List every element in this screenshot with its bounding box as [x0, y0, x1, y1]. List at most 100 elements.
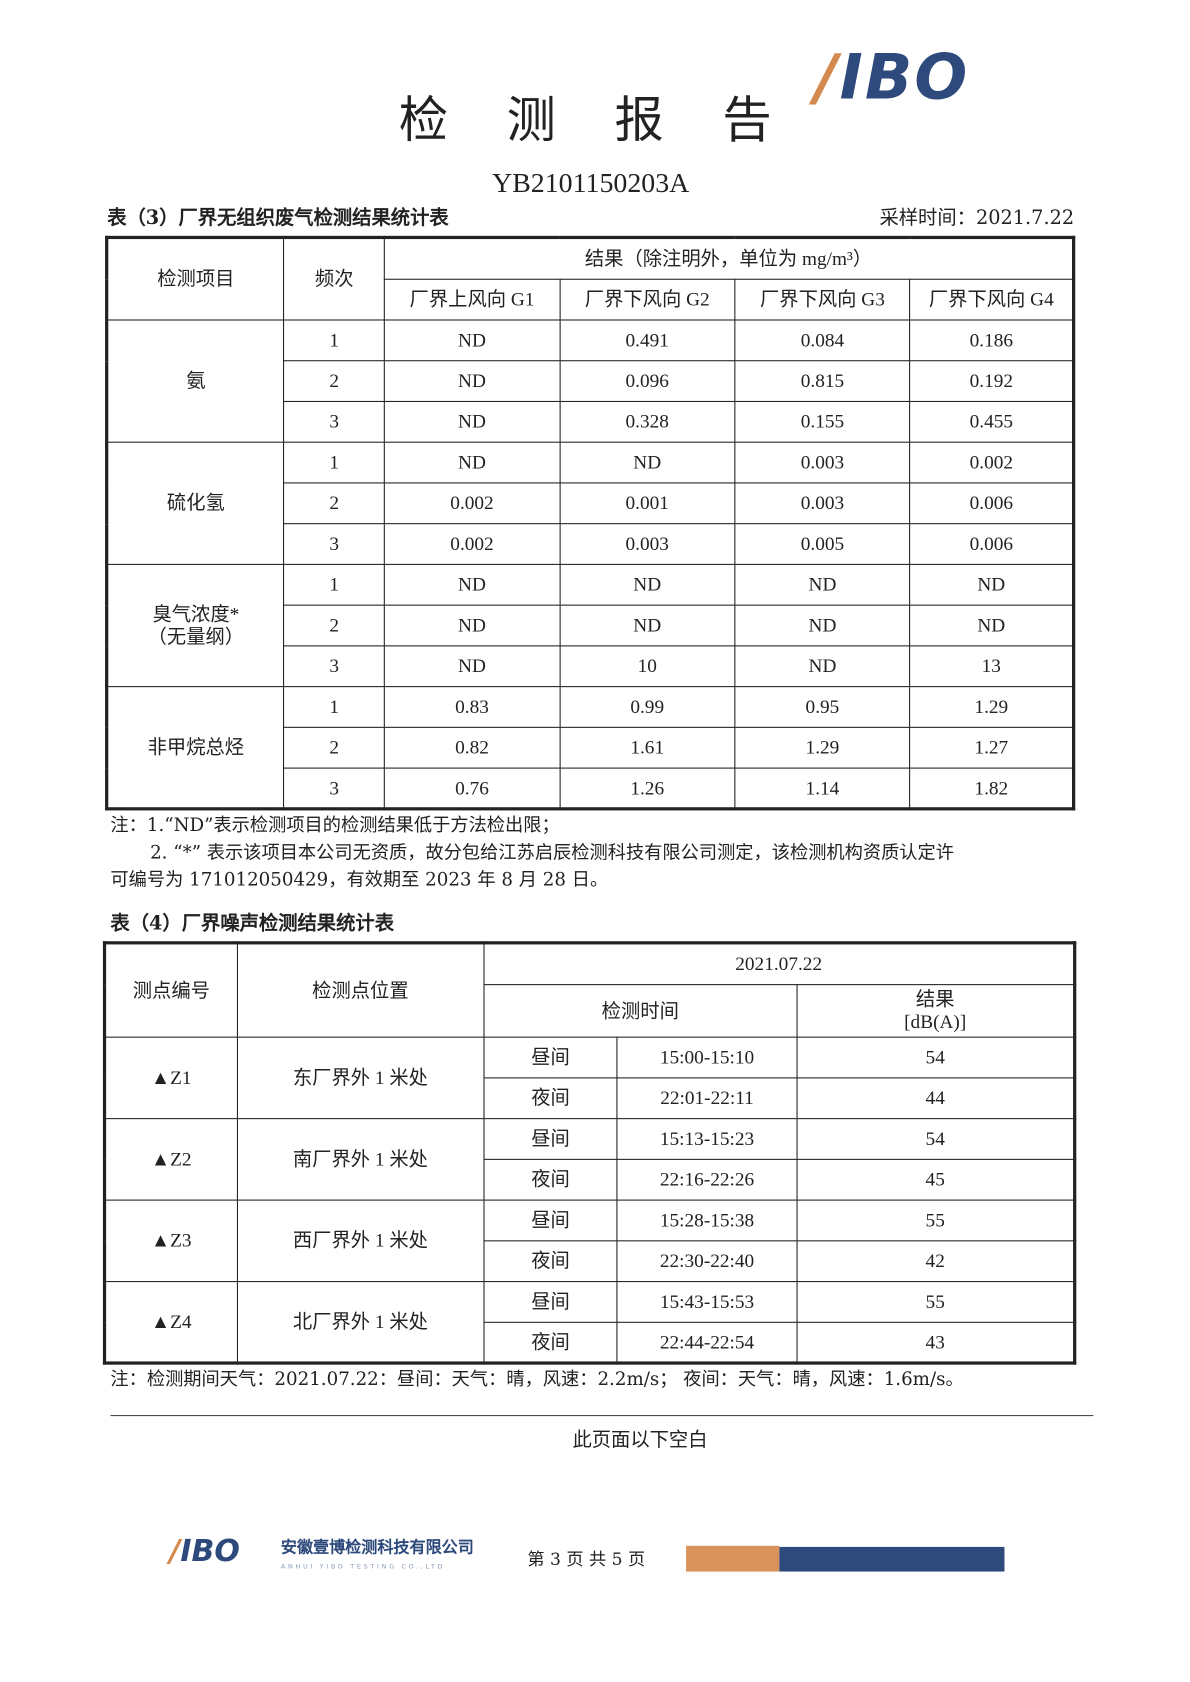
table-row: ▲Z4 北厂界外 1 米处 昼间 15:43-15:53 55	[103, 1281, 1076, 1364]
value-cell: 0.005	[734, 523, 911, 565]
header-g2: 厂界下风向 G2	[559, 278, 736, 321]
value-cell: ND	[909, 563, 1075, 606]
value-cell: ND	[383, 441, 561, 484]
table-row: 夜间 22:44-22:54 43	[105, 1321, 1076, 1364]
period-cell: 昼间	[483, 1281, 618, 1323]
noise-results-table: 测点编号 检测点位置 2021.07.22 检测时间 结果 [dB(A)] ▲Z1…	[102, 941, 1077, 1365]
table-row: ▲Z3 西厂界外 1 米处 昼间 15:28-15:38 55	[103, 1199, 1076, 1283]
table-row: 3 ND 10 ND 13	[107, 645, 1075, 688]
divider	[110, 1415, 1094, 1417]
item-unit: （无量纲）	[147, 625, 245, 647]
header-g1: 厂界上风向 G1	[383, 278, 561, 321]
page-number: 第 3 页 共 5 页	[527, 1549, 646, 1570]
unit-label: [dB(A)]	[904, 1010, 967, 1033]
value-cell: 1.61	[559, 726, 736, 769]
table-row: 夜间 22:01-22:11 44	[105, 1077, 1076, 1120]
time-cell: 22:16-22:26	[616, 1158, 798, 1201]
item-cell: 非甲烷总烃	[106, 686, 285, 810]
table3-caption: 表（3）厂界无组织废气检测结果统计表	[107, 206, 449, 230]
item-name: 硫化氢	[166, 492, 225, 514]
location-cell: 南厂界外 1 米处	[236, 1118, 485, 1201]
value-cell: 0.006	[909, 482, 1075, 525]
table-row: 非甲烷总烃 1 0.83 0.99 0.95 1.29	[106, 686, 1075, 810]
period-cell: 夜间	[483, 1077, 618, 1120]
result-cell: 45	[796, 1158, 1076, 1201]
report-number: YB2101150203A	[492, 167, 690, 199]
freq-cell: 1	[283, 563, 385, 606]
result-cell: 44	[796, 1077, 1076, 1120]
value-cell: 0.002	[909, 441, 1075, 484]
value-cell: 0.192	[909, 360, 1075, 403]
time-cell: 15:13-15:23	[616, 1118, 798, 1160]
table-row: 臭气浓度* （无量纲） 1 ND ND ND ND	[106, 563, 1075, 688]
footer-bar-orange	[686, 1545, 780, 1572]
freq-cell: 2	[283, 360, 385, 403]
value-cell: 0.83	[383, 686, 561, 728]
freq-cell: 2	[283, 482, 385, 525]
value-cell: 10	[559, 645, 736, 688]
value-cell: ND	[383, 604, 561, 647]
value-cell: ND	[559, 604, 736, 647]
time-cell: 15:00-15:10	[616, 1036, 798, 1079]
table-row: 硫化氢 1 ND ND 0.003 0.002	[106, 441, 1075, 565]
value-cell: 13	[909, 645, 1075, 688]
point-id-cell: ▲Z1	[103, 1036, 238, 1120]
item-name: 非甲烷总烃	[147, 735, 245, 758]
table-row: 夜间 22:30-22:40 42	[105, 1240, 1076, 1283]
header-result: 结果 [dB(A)]	[796, 984, 1076, 1038]
table-row: 2 ND ND ND ND	[107, 604, 1075, 647]
item-cell: 氨	[106, 319, 285, 443]
sampling-time: 采样时间：2021.7.22	[879, 206, 1075, 230]
value-cell: ND	[383, 400, 561, 443]
item-cell: 臭气浓度* （无量纲）	[106, 563, 285, 688]
period-cell: 昼间	[483, 1118, 618, 1160]
result-cell: 42	[796, 1240, 1076, 1283]
value-cell: ND	[734, 604, 911, 647]
note-3: 可编号为 171012050429，有效期至 2023 年 8 月 28 日。	[110, 869, 609, 891]
value-cell: 0.99	[559, 686, 736, 728]
value-cell: 0.003	[559, 523, 736, 565]
point-id-cell: ▲Z2	[103, 1118, 238, 1201]
value-cell: 1.29	[734, 726, 911, 769]
header-date: 2021.07.22	[483, 942, 1076, 986]
table-row: 3 ND 0.328 0.155 0.455	[107, 400, 1075, 443]
value-cell: 0.084	[734, 319, 911, 362]
value-cell: 0.815	[734, 360, 911, 403]
header-location: 检测点位置	[236, 942, 485, 1038]
result-cell: 43	[796, 1321, 1076, 1364]
header-g4: 厂界下风向 G4	[909, 278, 1075, 321]
time-cell: 22:01-22:11	[616, 1077, 798, 1120]
value-cell: ND	[909, 604, 1075, 647]
location-cell: 东厂界外 1 米处	[236, 1036, 485, 1120]
freq-cell: 3	[283, 645, 385, 688]
value-cell: 1.27	[909, 726, 1075, 769]
table-row: ▲Z1 东厂界外 1 米处 昼间 15:00-15:10 54	[103, 1036, 1076, 1120]
location-cell: 北厂界外 1 米处	[236, 1281, 485, 1364]
footer-company-en: ANHUI YIBO TESTING CO.,LTD	[280, 1562, 446, 1571]
value-cell: 0.328	[559, 400, 736, 443]
note-2: 2. “*” 表示该项目本公司无资质，故分包给江苏启辰检测科技有限公司测定，该检…	[150, 842, 954, 865]
value-cell: 0.001	[559, 482, 736, 525]
period-cell: 夜间	[483, 1240, 618, 1283]
period-cell: 夜间	[483, 1158, 618, 1201]
value-cell: 1.26	[559, 767, 736, 810]
value-cell: 0.096	[559, 360, 736, 403]
header-freq: 频次	[283, 236, 385, 321]
table-row: ▲Z2 南厂界外 1 米处 昼间 15:13-15:23 54	[103, 1118, 1076, 1201]
value-cell: 1.29	[909, 686, 1075, 728]
freq-cell: 3	[283, 767, 385, 810]
point-id-cell: ▲Z4	[103, 1281, 238, 1364]
header-item: 检测项目	[106, 236, 285, 321]
value-cell: ND	[734, 645, 911, 688]
weather-note: 注：检测期间天气：2021.07.22：昼间：天气：晴，风速：2.2m/s； 夜…	[110, 1368, 964, 1391]
value-cell: ND	[734, 563, 911, 606]
header-point-id: 测点编号	[103, 942, 238, 1038]
value-cell: ND	[383, 319, 561, 362]
table-row: 2 ND 0.096 0.815 0.192	[107, 360, 1075, 403]
table-row: 夜间 22:16-22:26 45	[105, 1158, 1076, 1201]
value-cell: 1.82	[909, 767, 1075, 810]
note-1: 注：1.“ND”表示检测项目的检测结果低于方法检出限；	[110, 814, 560, 837]
item-name: 臭气浓度*	[152, 603, 240, 625]
value-cell: ND	[559, 563, 736, 606]
